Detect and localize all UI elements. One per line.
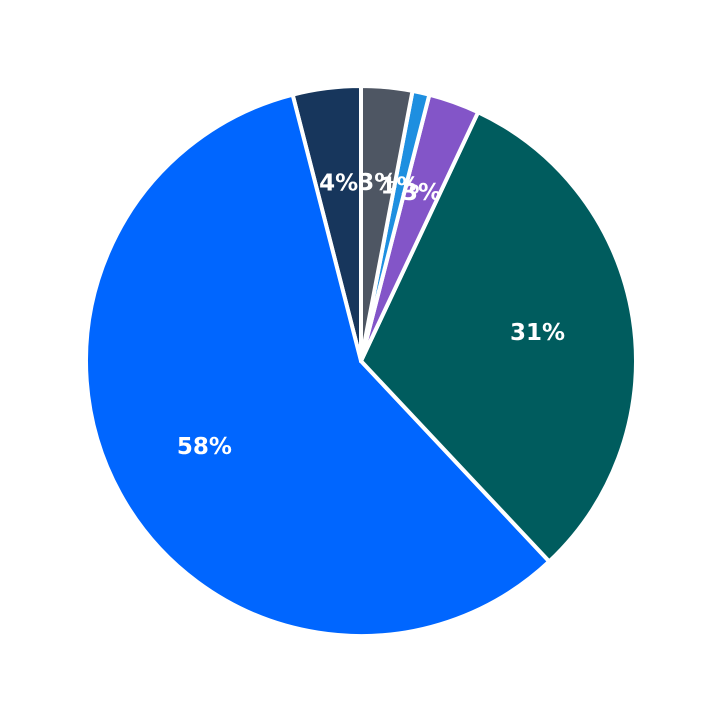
pie-slice-gray-slice	[359, 84, 415, 363]
pie-slice-teal-slice	[359, 110, 638, 564]
pie-slice-blue-slice	[84, 92, 552, 638]
